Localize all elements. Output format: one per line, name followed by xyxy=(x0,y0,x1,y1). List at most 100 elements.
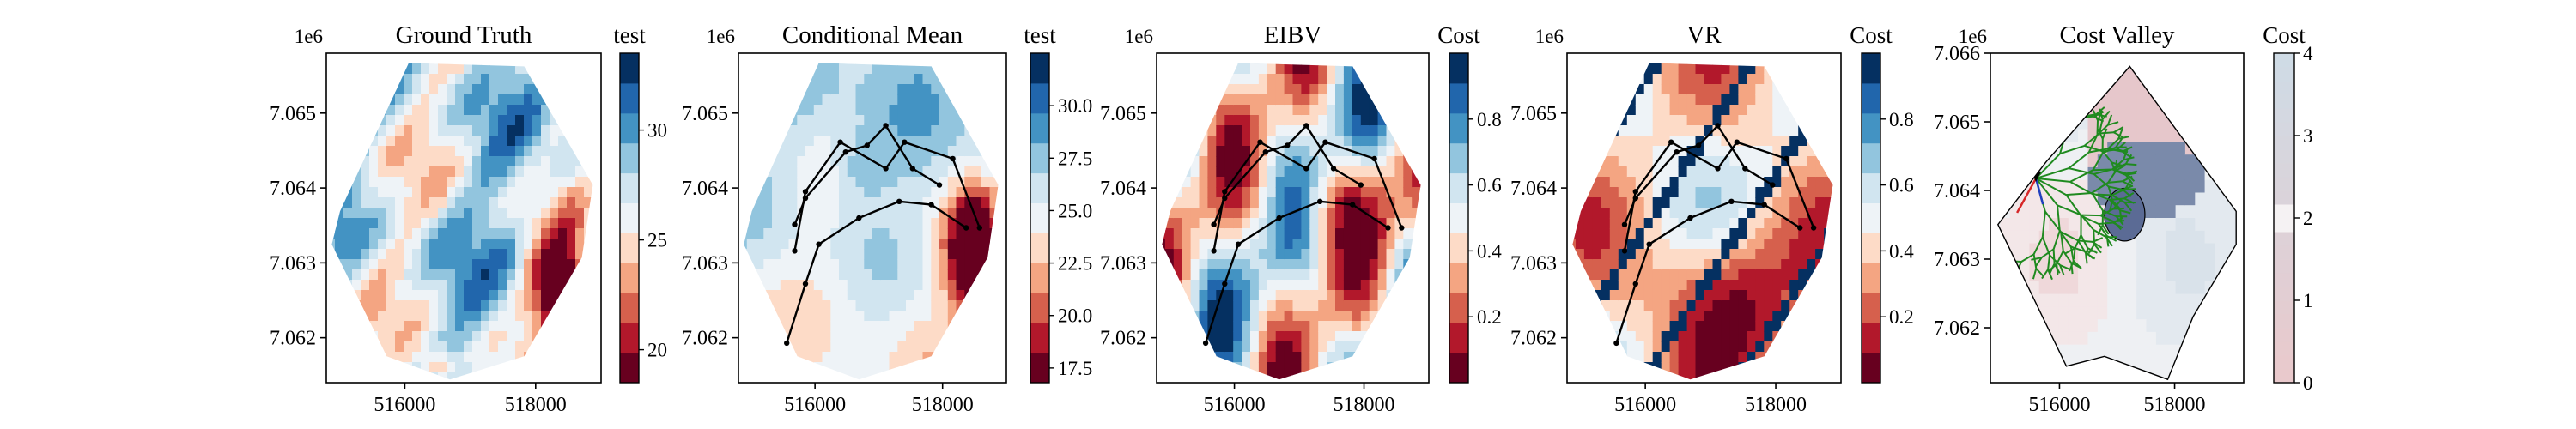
heat-cell xyxy=(2068,319,2079,333)
heat-cell xyxy=(1207,177,1217,188)
heat-cell xyxy=(550,136,559,147)
heat-cell xyxy=(1292,311,1302,322)
heat-cell xyxy=(1755,74,1765,85)
heat-cell xyxy=(550,290,559,301)
heat-cell xyxy=(1301,208,1310,219)
heat-cell xyxy=(1369,177,1379,188)
heat-cell xyxy=(2136,293,2148,307)
heat-cell xyxy=(1695,105,1705,116)
heat-cell xyxy=(780,156,790,167)
heat-cell xyxy=(1284,125,1294,136)
heat-cell xyxy=(464,239,473,250)
heat-cell xyxy=(1335,105,1345,116)
heat-cell xyxy=(1747,187,1756,198)
heat-cell xyxy=(498,146,507,157)
heat-cell xyxy=(412,280,422,291)
heat-cell xyxy=(2117,116,2128,130)
heat-cell xyxy=(429,146,439,157)
heat-cell xyxy=(515,84,525,95)
heat-cell xyxy=(438,146,447,157)
heat-cell xyxy=(489,115,499,126)
heat-cell xyxy=(1352,228,1362,239)
heat-cell xyxy=(2029,205,2040,219)
heat-cell xyxy=(2146,331,2157,346)
heat-cell xyxy=(524,208,533,219)
heat-cell xyxy=(2136,129,2148,142)
heat-cell xyxy=(2107,319,2118,333)
heat-cell xyxy=(472,94,482,106)
heat-cell xyxy=(847,300,857,311)
heat-cell xyxy=(788,228,798,239)
heat-cell xyxy=(914,218,924,229)
heat-cell xyxy=(872,280,882,291)
heat-cell xyxy=(541,187,550,198)
heat-cell xyxy=(855,136,865,147)
heat-cell xyxy=(472,331,482,342)
heat-cell xyxy=(1301,177,1310,188)
heat-cell xyxy=(1173,249,1183,260)
heat-cell xyxy=(524,280,533,291)
heat-cell xyxy=(507,115,516,126)
heat-cell xyxy=(395,269,404,281)
heat-cell xyxy=(1164,249,1175,260)
heat-cell xyxy=(1190,208,1200,219)
heat-cell xyxy=(1618,156,1628,167)
heat-cell xyxy=(1224,249,1234,260)
heat-cell xyxy=(1635,249,1645,260)
waypoint xyxy=(1276,214,1282,221)
heat-cell xyxy=(1772,105,1782,116)
heat-cell xyxy=(1669,218,1680,229)
heat-cell xyxy=(956,197,965,208)
heat-cell xyxy=(421,362,430,373)
heat-cell xyxy=(1318,249,1327,260)
heat-cell xyxy=(1216,239,1225,250)
heat-cell xyxy=(481,321,490,332)
heat-cell xyxy=(1233,84,1242,95)
heat-cell xyxy=(481,136,490,147)
heat-cell xyxy=(1275,341,1285,353)
heat-cell xyxy=(1678,249,1688,260)
heat-cell xyxy=(447,94,456,106)
heat-cell xyxy=(1207,197,1217,208)
heat-cell xyxy=(1755,341,1765,353)
heat-cell xyxy=(369,269,379,281)
heat-cell xyxy=(2058,218,2069,232)
heat-cell xyxy=(906,177,915,188)
heat-cell xyxy=(1686,321,1697,332)
heat-cell xyxy=(939,187,949,198)
heat-cell xyxy=(864,280,873,291)
heat-cell xyxy=(2097,256,2108,269)
heat-cell xyxy=(515,197,525,208)
heat-cell xyxy=(1815,239,1825,250)
heat-cell xyxy=(1738,300,1747,311)
heat-cell xyxy=(378,321,387,332)
heat-cell xyxy=(1626,105,1637,116)
heat-cell xyxy=(1412,197,1421,208)
heat-cell xyxy=(455,372,465,380)
heat-cell xyxy=(839,228,848,239)
heat-cell xyxy=(805,311,815,322)
heat-cell xyxy=(1721,84,1730,95)
heat-cell xyxy=(880,115,890,126)
heat-cell xyxy=(1377,239,1388,250)
heat-cell xyxy=(472,280,482,291)
heat-cell xyxy=(2097,192,2108,206)
heat-cell xyxy=(1369,105,1379,116)
heat-cell xyxy=(1592,177,1602,188)
heat-cell xyxy=(1309,341,1319,353)
heat-cell xyxy=(1815,187,1825,198)
heat-cell xyxy=(1301,311,1310,322)
heat-cell xyxy=(1258,269,1268,281)
heat-cell xyxy=(1764,280,1773,291)
heat-cell xyxy=(1652,208,1662,219)
heat-cell xyxy=(1258,362,1268,373)
heat-cell xyxy=(1669,249,1680,260)
waypoint xyxy=(1222,281,1228,287)
heat-cell xyxy=(780,249,790,260)
heat-cell xyxy=(797,249,806,260)
heat-cell xyxy=(352,177,361,188)
heat-cell xyxy=(1618,321,1628,332)
heat-cell xyxy=(813,115,823,126)
heat-cell xyxy=(1318,280,1327,291)
heat-cell xyxy=(472,228,482,239)
